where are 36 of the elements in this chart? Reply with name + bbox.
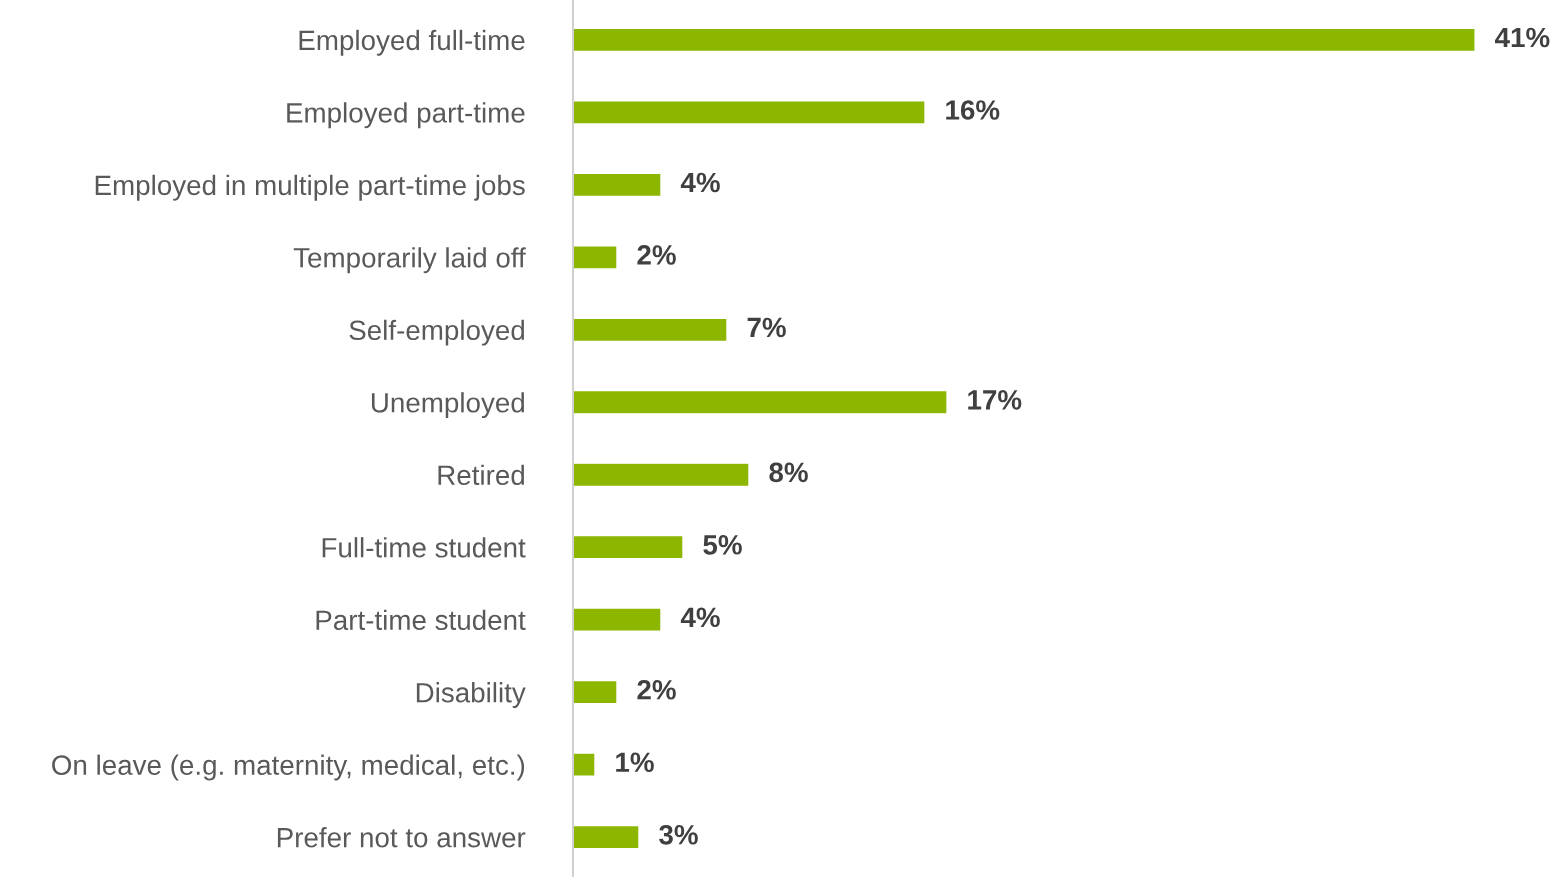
- data-label: 5%: [703, 535, 742, 555]
- bar: [572, 317, 728, 343]
- y-tick-label: Prefer not to answer: [277, 827, 526, 848]
- y-tick-label: Retired: [438, 464, 524, 486]
- data-label: 8%: [769, 462, 808, 483]
- data-label: 1%: [616, 752, 654, 773]
- bar: [572, 679, 618, 705]
- data-label: 16%: [946, 100, 1000, 120]
- data-label: 17%: [968, 390, 1022, 410]
- bar: [572, 27, 1476, 53]
- bar: [572, 534, 684, 560]
- y-tick-label: On leave (e.g. maternity, medical, etc.): [52, 754, 525, 781]
- data-label: 7%: [747, 317, 786, 338]
- bar: [572, 607, 662, 632]
- data-label: 41%: [1495, 27, 1550, 48]
- data-label: 2%: [637, 679, 676, 700]
- data-label: 4%: [680, 172, 720, 193]
- data-label: 3%: [659, 824, 698, 845]
- y-tick-label: Temporarily laid off: [293, 247, 526, 274]
- data-label: 2%: [637, 245, 676, 265]
- bar: [572, 100, 926, 125]
- bar: [572, 462, 750, 488]
- bar: [572, 245, 618, 270]
- y-tick-label: Self-employed: [349, 319, 524, 346]
- bar: [572, 752, 596, 777]
- y-tick-label: Part-time student: [316, 609, 526, 631]
- bar: [572, 172, 662, 198]
- y-tick-label: Full-time student: [322, 537, 526, 558]
- bar: [572, 389, 948, 415]
- data-label: 4%: [680, 607, 720, 628]
- bar: [572, 824, 640, 850]
- y-tick-label: Employed in multiple part-time jobs: [95, 174, 525, 201]
- y-tick-label: Employed part-time: [287, 102, 525, 129]
- y-tick-label: Disability: [416, 682, 526, 709]
- y-tick-label: Employed full-time: [299, 29, 525, 56]
- y-tick-label: Unemployed: [371, 392, 524, 419]
